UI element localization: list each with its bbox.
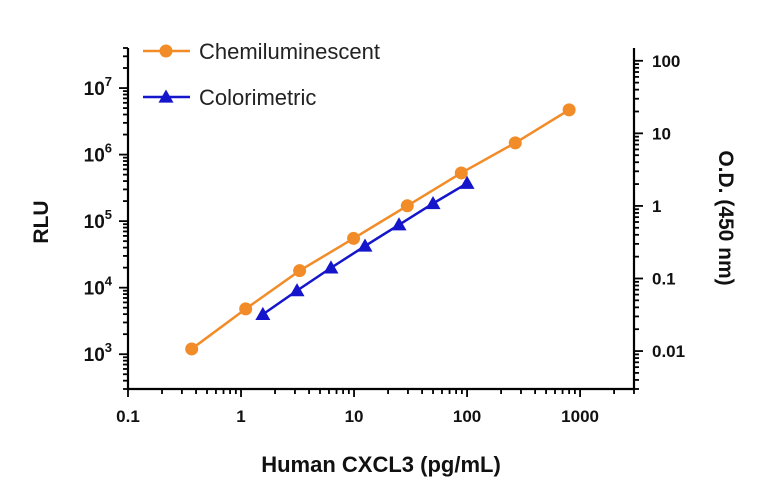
y-tick-label: 103 <box>84 340 112 366</box>
colorimetric-point <box>391 217 407 231</box>
series-layer <box>185 103 576 356</box>
colorimetric-point <box>289 283 305 297</box>
y-axis-title: RLU <box>30 200 53 243</box>
y-tick-label: 106 <box>84 141 112 167</box>
colorimetric-point <box>357 238 373 252</box>
x-tick-label: 0.1 <box>116 407 140 426</box>
axes-layer: 0.1 1 10 100 1000 103 104 105 106 107 0.01 0.1 1 10 10… <box>84 47 685 426</box>
colorimetric-point <box>323 260 339 274</box>
y2-tick-label: 1 <box>652 197 661 216</box>
x-tick-label: 10 <box>345 407 364 426</box>
chemiluminescent-point <box>185 342 199 356</box>
x-tick-label: 100 <box>453 407 481 426</box>
chemiluminescent-point <box>400 199 414 213</box>
y2-tick-label: 0.01 <box>652 342 685 361</box>
legend-label-colorimetric: Colorimetric <box>199 85 316 110</box>
x-axis-title: Human CXCL3 (pg/mL) <box>261 452 501 477</box>
y2-tick-label: 10 <box>652 124 671 143</box>
chemiluminescent-point <box>562 103 576 117</box>
legend-label-chemiluminescent: Chemiluminescent <box>199 39 380 64</box>
chemiluminescent-point <box>347 231 361 245</box>
legend-marker-colorimetric <box>158 89 174 103</box>
colorimetric-point <box>425 195 441 210</box>
y-tick-label: 107 <box>84 74 112 100</box>
x-tick-label: 1 <box>236 407 245 426</box>
y-tick-label: 104 <box>84 274 113 300</box>
chemiluminescent-point <box>508 136 522 150</box>
colorimetric-point <box>255 306 271 321</box>
colorimetric-point <box>459 175 475 189</box>
chemiluminescent-line <box>190 108 570 350</box>
y2-tick-label: 0.1 <box>652 269 676 288</box>
legend-marker-chemiluminescent <box>159 44 173 58</box>
chemiluminescent-point <box>454 166 468 180</box>
legend: Chemiluminescent Colorimetric <box>143 39 380 110</box>
x-tick-label: 1000 <box>561 407 599 426</box>
chemiluminescent-point <box>239 302 253 316</box>
y2-axis-title: O.D. (450 nm) <box>714 150 737 285</box>
chemiluminescent-point <box>293 264 307 278</box>
y2-tick-label: 100 <box>652 52 680 71</box>
y-tick-label: 105 <box>84 207 112 233</box>
